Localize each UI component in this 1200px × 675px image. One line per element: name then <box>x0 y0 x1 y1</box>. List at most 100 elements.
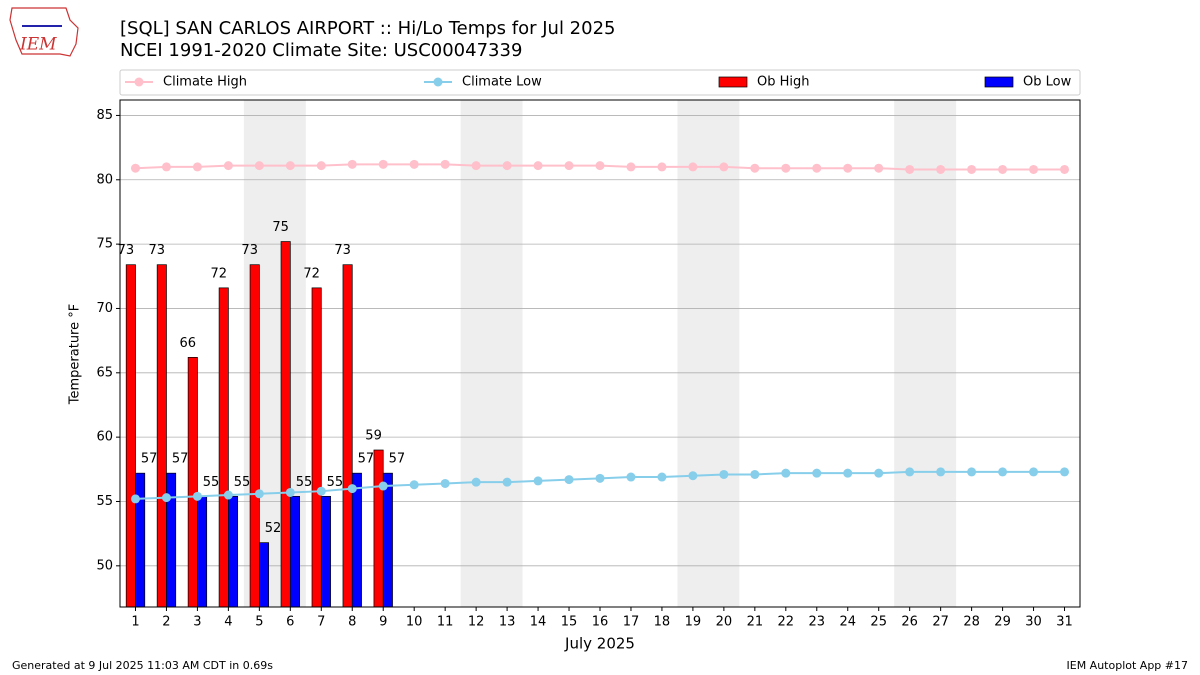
bar <box>351 472 362 608</box>
x-tick-label: 17 <box>623 615 640 630</box>
line-point <box>1029 164 1039 174</box>
line-point <box>812 468 822 478</box>
legend-label: Climate Low <box>462 75 542 90</box>
bar <box>280 241 291 608</box>
line-point <box>316 486 326 496</box>
line-point <box>533 476 543 486</box>
x-tick-label: 12 <box>468 615 485 630</box>
bar <box>218 287 229 608</box>
data-label: 57 <box>358 452 375 467</box>
line-point <box>316 161 326 171</box>
data-label: 75 <box>272 220 289 235</box>
line-point <box>967 467 977 477</box>
weekend-shade <box>677 100 740 607</box>
data-label: 73 <box>149 243 166 258</box>
line-point <box>192 162 202 172</box>
data-label: 55 <box>296 475 313 490</box>
line-point <box>936 467 946 477</box>
legend-swatch <box>984 76 1014 88</box>
line-point <box>440 159 450 169</box>
y-tick-label: 50 <box>96 558 113 573</box>
y-tick-label: 75 <box>96 237 113 252</box>
line-point <box>781 163 791 173</box>
line-point <box>440 478 450 488</box>
data-label: 73 <box>118 243 135 258</box>
line-point <box>223 161 233 171</box>
line-point <box>130 163 140 173</box>
legend-swatch <box>718 76 748 88</box>
x-tick-label: 9 <box>379 615 387 630</box>
line-point <box>812 163 822 173</box>
plot-frame <box>119 99 1081 608</box>
x-tick-label: 25 <box>870 615 887 630</box>
y-axis-label: Temperature °F <box>68 304 83 405</box>
line-point <box>750 469 760 479</box>
x-tick-label: 6 <box>286 615 294 630</box>
bar <box>187 357 198 608</box>
x-tick-label: 18 <box>654 615 671 630</box>
legend-label: Climate High <box>163 75 247 90</box>
x-tick-label: 28 <box>963 615 980 630</box>
line-point <box>161 162 171 172</box>
x-tick-label: 29 <box>994 615 1011 630</box>
logo: IEM <box>9 7 79 57</box>
line-point <box>874 468 884 478</box>
line-point <box>254 489 264 499</box>
line-point <box>905 164 915 174</box>
line-point <box>905 467 915 477</box>
line-point <box>130 494 140 504</box>
bar <box>342 264 353 608</box>
line-point <box>967 164 977 174</box>
bar <box>228 495 239 608</box>
data-label: 73 <box>334 243 351 258</box>
data-label: 55 <box>203 475 220 490</box>
line-point <box>998 467 1008 477</box>
line-point <box>502 161 512 171</box>
legend-marker <box>433 77 443 87</box>
x-tick-label: 13 <box>499 615 516 630</box>
bar <box>373 449 384 608</box>
bar <box>289 495 300 608</box>
bar <box>197 495 208 608</box>
legend-marker <box>134 77 144 87</box>
legend-label: Ob Low <box>1023 75 1072 90</box>
data-label: 55 <box>327 475 344 490</box>
x-tick-label: 19 <box>685 615 702 630</box>
line-point <box>564 475 574 485</box>
data-label: 52 <box>265 521 282 536</box>
x-tick-label: 24 <box>839 615 856 630</box>
bar <box>311 287 322 608</box>
y-tick-label: 65 <box>96 365 113 380</box>
chart-subtitle: NCEI 1991-2020 Climate Site: USC00047339 <box>120 40 522 61</box>
line-point <box>471 161 481 171</box>
line-point <box>1060 164 1070 174</box>
x-tick-label: 7 <box>317 615 325 630</box>
x-tick-label: 20 <box>716 615 733 630</box>
data-label: 72 <box>210 266 227 281</box>
y-tick-label: 60 <box>96 430 113 445</box>
x-tick-label: 2 <box>162 615 170 630</box>
line-point <box>719 162 729 172</box>
footer-left: Generated at 9 Jul 2025 11:03 AM CDT in … <box>12 659 273 672</box>
y-tick-label: 80 <box>96 172 113 187</box>
bar <box>166 472 177 608</box>
line-point <box>626 162 636 172</box>
x-tick-label: 5 <box>255 615 263 630</box>
x-tick-label: 8 <box>348 615 356 630</box>
line-point <box>688 162 698 172</box>
x-tick-label: 11 <box>437 615 454 630</box>
x-tick-label: 14 <box>530 615 547 630</box>
line-point <box>502 477 512 487</box>
x-tick-label: 3 <box>193 615 201 630</box>
bar <box>156 264 167 608</box>
line-point <box>595 161 605 171</box>
line-point <box>998 164 1008 174</box>
line-point <box>564 161 574 171</box>
line-point <box>843 163 853 173</box>
line-point <box>409 159 419 169</box>
line-point <box>936 164 946 174</box>
line-point <box>347 484 357 494</box>
weekend-shade <box>460 100 523 607</box>
